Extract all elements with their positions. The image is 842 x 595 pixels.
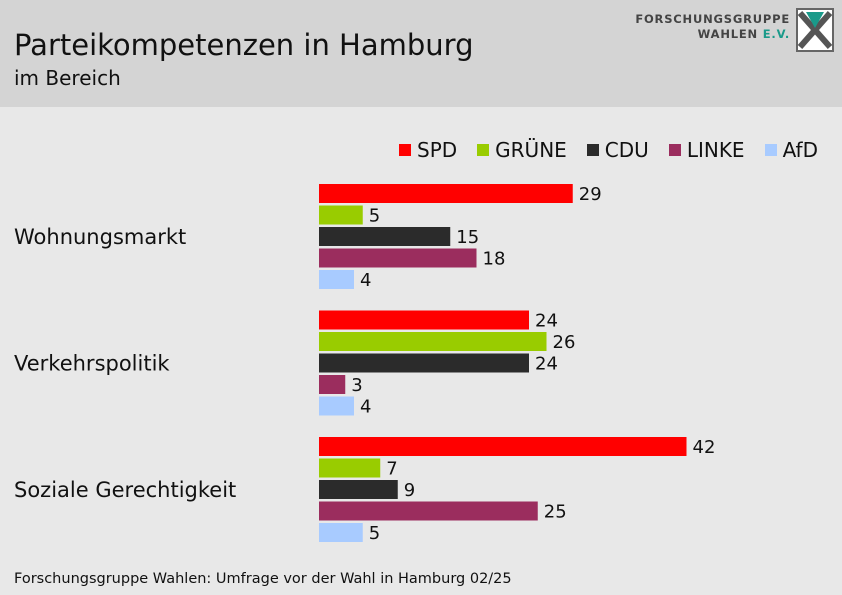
- bar-cdu: [319, 480, 398, 499]
- fgw-logo: FORSCHUNGSGRUPPE WAHLEN E.V.: [635, 8, 834, 56]
- bar-linke: [319, 375, 346, 394]
- legend-swatch: [668, 144, 681, 156]
- bar-spd: [319, 310, 529, 330]
- legend-swatch: [586, 144, 599, 156]
- bar-value-label: 9: [404, 480, 415, 501]
- legend: SPD GRÜNE CDU LINKE AfD: [399, 138, 818, 162]
- legend-item-cdu: CDU: [586, 138, 649, 162]
- bar-cdu: [319, 353, 529, 373]
- legend-swatch: [477, 144, 490, 156]
- legend-label: CDU: [604, 138, 649, 162]
- bar-spd: [319, 437, 687, 456]
- bar-afd: [319, 396, 354, 416]
- source-note: Forschungsgruppe Wahlen: Umfrage vor der…: [14, 571, 512, 587]
- legend-label: AfD: [782, 138, 818, 162]
- legend-item-linke: LINKE: [668, 138, 745, 162]
- bar-value-label: 15: [456, 227, 479, 248]
- bar-value-label: 42: [693, 437, 716, 458]
- bar-value-label: 24: [535, 311, 558, 332]
- bar-linke: [319, 501, 538, 521]
- bar-value-label: 25: [544, 502, 567, 523]
- bar-value-label: 18: [483, 249, 506, 270]
- bar-value-label: 7: [386, 459, 397, 480]
- legend-swatch: [764, 144, 777, 156]
- bar-value-label: 24: [535, 354, 558, 375]
- legend-item-afd: AfD: [764, 138, 818, 162]
- category-label: Verkehrspolitik: [14, 351, 170, 375]
- legend-swatch: [399, 144, 411, 156]
- logo-x-mark-icon: [796, 8, 834, 52]
- bar-value-label: 5: [369, 523, 380, 544]
- bar-value-label: 5: [369, 206, 380, 227]
- bar-grüne: [319, 332, 547, 351]
- legend-item-spd: SPD: [399, 138, 457, 162]
- bar-linke: [319, 248, 477, 268]
- bar-grüne: [319, 458, 381, 478]
- bar-afd: [319, 523, 363, 542]
- bar-spd: [319, 184, 573, 203]
- header-band: Parteikompetenzen in Hamburg im Bereich …: [0, 0, 842, 107]
- bar-value-label: 26: [553, 332, 576, 353]
- chart-subtitle: im Bereich: [14, 66, 121, 90]
- bar-value-label: 4: [360, 397, 371, 418]
- category-label: Wohnungsmarkt: [14, 225, 186, 249]
- bar-grüne: [319, 205, 363, 225]
- legend-label: SPD: [417, 138, 458, 162]
- legend-item-grüne: GRÜNE: [477, 138, 567, 162]
- logo-text: FORSCHUNGSGRUPPE WAHLEN E.V.: [635, 12, 790, 41]
- bar-afd: [319, 270, 354, 289]
- chart-title: Parteikompetenzen in Hamburg: [14, 28, 474, 62]
- legend-label: LINKE: [686, 138, 745, 162]
- bar-value-label: 29: [579, 184, 602, 205]
- bar-value-label: 4: [360, 270, 371, 291]
- bar-value-label: 3: [351, 375, 362, 396]
- bar-cdu: [319, 227, 451, 246]
- legend-label: GRÜNE: [495, 138, 567, 162]
- category-label: Soziale Gerechtigkeit: [14, 478, 236, 502]
